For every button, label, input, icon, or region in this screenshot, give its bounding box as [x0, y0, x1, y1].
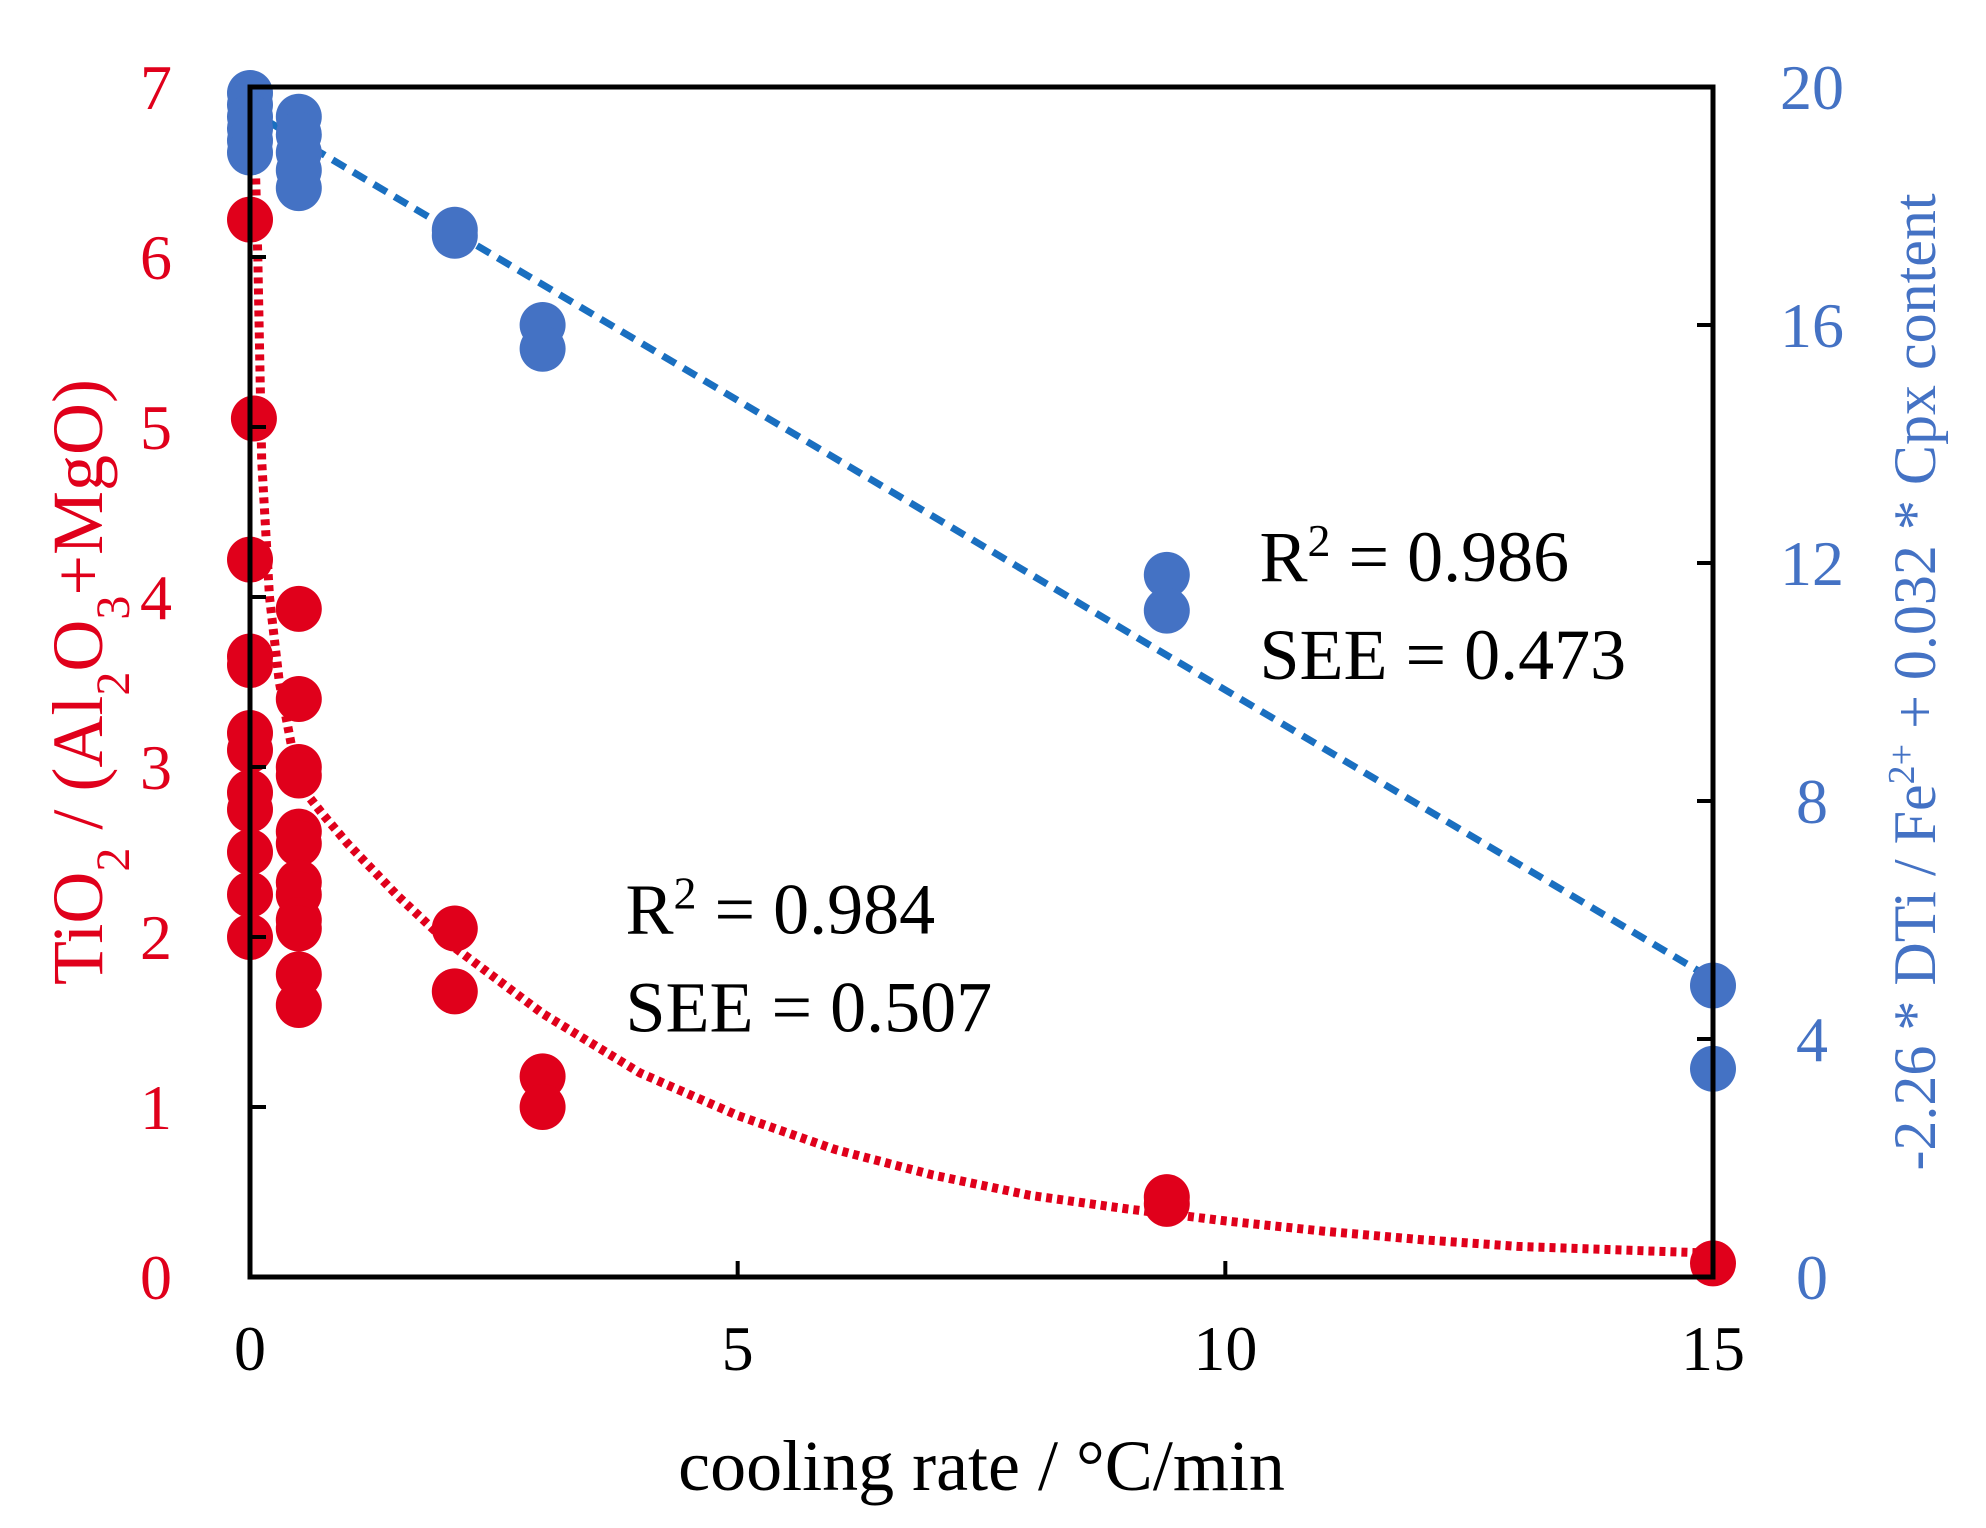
blue-data-point: [275, 165, 322, 212]
x-axis-label: cooling rate / °C/min: [678, 1426, 1285, 1506]
right-y-tick-label: 20: [1780, 52, 1844, 123]
fit-annotation-text: R: [1259, 517, 1307, 597]
fit-annotation-text: SEE = 0.473: [1259, 615, 1626, 695]
fit-annotation-text: SEE = 0.507: [626, 968, 993, 1048]
right-y-tick-label: 16: [1780, 290, 1844, 361]
right-y-tick-label: 4: [1796, 1004, 1828, 1075]
left-y-axis-label-text: +MgO): [38, 379, 118, 596]
red-data-point: [275, 585, 322, 632]
red-data-point: [230, 395, 277, 442]
right-y-axis-label-text: -2.26 * DTi / Fe: [1882, 784, 1948, 1170]
right-y-tick-label: 12: [1780, 528, 1844, 599]
right-y-tick-label: 0: [1796, 1242, 1828, 1313]
left-y-axis-label-subscript: 3: [87, 596, 140, 620]
x-tick-label: 10: [1193, 1313, 1257, 1384]
x-tick-label: 5: [722, 1313, 754, 1384]
red-data-point: [275, 752, 322, 799]
red-data-point: [431, 968, 478, 1015]
blue-data-point: [1143, 587, 1190, 634]
fit-annotation-superscript: 2: [674, 867, 697, 918]
right-y-axis-label: -2.26 * DTi / Fe2+ + 0.032 * Cpx content: [1881, 193, 1948, 1170]
fit-annotation-text: = 0.984: [697, 870, 936, 950]
left-y-axis-label-text: O: [38, 620, 118, 672]
x-tick-label: 15: [1681, 1313, 1745, 1384]
left-y-axis-label: TiO2 / (Al2O3+MgO): [38, 379, 140, 985]
left-y-tick-label: 7: [140, 52, 172, 123]
left-y-tick-label: 2: [140, 902, 172, 973]
red-data-point: [275, 820, 322, 867]
blue-data-point: [431, 212, 478, 259]
left-y-axis-label-subscript: 2: [87, 848, 140, 872]
left-y-tick-label: 5: [140, 392, 172, 463]
fit-annotation-text: R: [626, 870, 674, 950]
left-y-tick-label: 6: [140, 222, 172, 293]
red-data-point: [275, 982, 322, 1028]
fit-annotation-line: SEE = 0.507: [626, 968, 993, 1048]
left-y-axis-label-text: / (Al: [38, 696, 118, 848]
left-y-tick-label: 3: [140, 732, 172, 803]
left-y-tick-label: 1: [140, 1072, 172, 1143]
axis-layer: [247, 84, 1716, 1280]
fit-annotation-text: = 0.986: [1331, 517, 1570, 597]
trendline-layer: [248, 107, 1715, 1258]
left-y-tick-label: 4: [140, 562, 172, 633]
right-y-tick-label: 8: [1796, 766, 1828, 837]
fit-annotation-line: R2 = 0.986: [1259, 514, 1569, 597]
x-tick-label: 0: [234, 1313, 266, 1384]
left-y-axis-label-text: TiO: [38, 872, 118, 985]
red-trendline: [249, 112, 1714, 1258]
fit-annotation-line: SEE = 0.473: [1259, 615, 1626, 695]
red-data-point: [275, 676, 322, 722]
left-y-tick-label: 0: [140, 1242, 172, 1313]
fit-annotation-line: R2 = 0.984: [626, 867, 936, 950]
fit-annotation-superscript: 2: [1308, 514, 1331, 565]
red-data-point: [519, 1084, 566, 1130]
blue-data-point: [519, 325, 566, 372]
right-y-axis-label-text: + 0.032 * Cpx content: [1882, 193, 1948, 744]
red-data-point: [275, 905, 322, 952]
blue-trendline: [248, 107, 1715, 983]
red-data-point: [1143, 1180, 1190, 1227]
right-y-axis-label-superscript: 2+: [1881, 744, 1923, 784]
plot-frame: [247, 84, 1716, 1280]
left-y-axis-label-subscript: 2: [87, 672, 140, 696]
red-data-point: [431, 905, 478, 952]
blue-data-point: [1143, 551, 1190, 598]
